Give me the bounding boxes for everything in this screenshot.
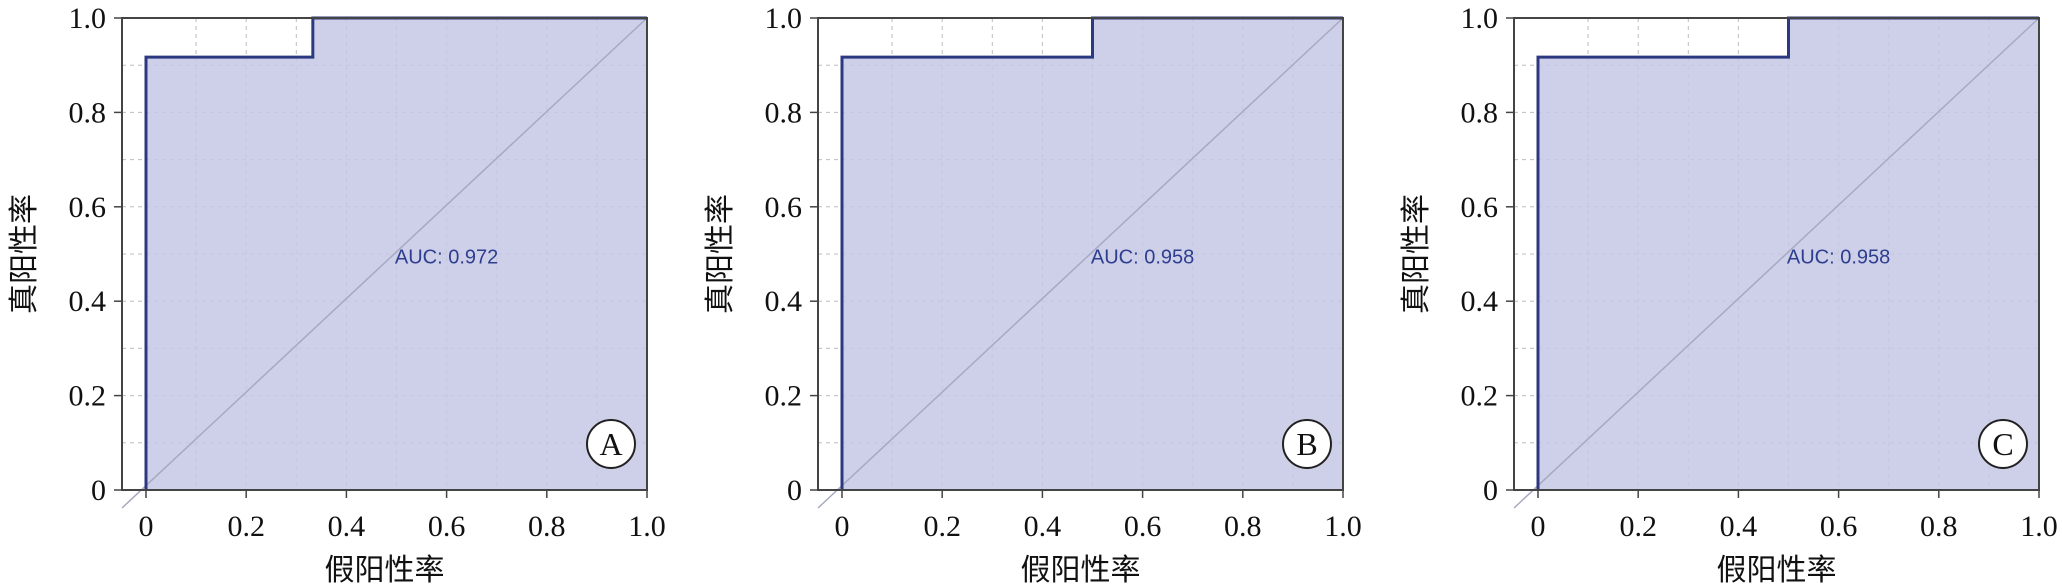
x-tick-label: 0.6: [428, 510, 466, 543]
y-axis-title: 真阳性率: [703, 194, 738, 314]
x-tick-label: 0.4: [1024, 510, 1062, 543]
x-tick-label: 0.6: [1124, 510, 1162, 543]
x-tick-label: 0.4: [1720, 510, 1758, 543]
auc-area: [1538, 18, 2039, 490]
y-tick-label: 0.2: [1461, 380, 1499, 413]
panel-letter-circle: [1978, 419, 2028, 469]
y-tick-label: 0.2: [69, 380, 107, 413]
y-tick-label: 0.6: [765, 191, 803, 224]
plot-frame: [817, 17, 1344, 491]
y-tick-label: 0.4: [765, 285, 803, 318]
y-tick-label: 0.4: [1461, 285, 1499, 318]
panel-letter-circle: [586, 419, 636, 469]
x-tick-label: 0.6: [1820, 510, 1858, 543]
y-tick-label: 1.0: [69, 2, 107, 35]
y-tick-label: 0.2: [765, 380, 803, 413]
x-tick-label: 1.0: [1324, 510, 1362, 543]
panel-letter-circle: [1282, 419, 1332, 469]
x-tick-label: 0: [139, 510, 154, 543]
x-tick-label: 0: [1531, 510, 1546, 543]
panel-letter: B: [1296, 426, 1317, 462]
x-tick-label: 1.0: [628, 510, 666, 543]
auc-label: AUC: 0.958: [1787, 246, 1890, 268]
y-tick-label: 0: [1483, 474, 1498, 507]
auc-label: AUC: 0.972: [395, 246, 498, 268]
y-tick-label: 0: [787, 474, 802, 507]
x-tick-label: 0.4: [328, 510, 366, 543]
x-tick-label: 0.8: [1920, 510, 1958, 543]
roc-panel-a: 0 0.2 0.4 0.6 0.8 1.0 0 0.2 0.4 0.6 0.8 1.0 假阳性率 真阳性率…: [7, 2, 666, 587]
x-axis-title: 假阳性率: [1717, 553, 1837, 587]
y-tick-label: 0: [91, 474, 106, 507]
x-tick-label: 0.8: [1224, 510, 1262, 543]
y-tick-label: 0.4: [69, 285, 107, 318]
plot-frame: [121, 17, 648, 491]
x-tick-label: 0.8: [528, 510, 566, 543]
x-tick-label: 0.2: [923, 510, 961, 543]
auc-area: [842, 18, 1343, 490]
panel-letter: C: [1992, 426, 2013, 462]
y-tick-label: 1.0: [765, 2, 803, 35]
roc-panel-c: 0 0.2 0.4 0.6 0.8 1.0 0 0.2 0.4 0.6 0.8 1.0 假阳性率 真阳性率…: [1399, 2, 2058, 587]
y-tick-label: 0.8: [69, 96, 107, 129]
x-axis-title: 假阳性率: [325, 553, 445, 587]
y-tick-label: 0.8: [765, 96, 803, 129]
x-tick-label: 1.0: [2020, 510, 2058, 543]
y-tick-label: 0.6: [69, 191, 107, 224]
chance-diagonal: [817, 17, 1344, 509]
plot-frame: [1513, 17, 2040, 491]
chance-diagonal: [121, 17, 648, 509]
x-axis-title: 假阳性率: [1021, 553, 1141, 587]
y-tick-label: 0.8: [1461, 96, 1499, 129]
auc-label: AUC: 0.958: [1091, 246, 1194, 268]
y-tick-label: 0.6: [1461, 191, 1499, 224]
x-tick-label: 0.2: [1619, 510, 1657, 543]
y-axis-title: 真阳性率: [1399, 194, 1434, 314]
panel-letter: A: [599, 426, 622, 462]
x-tick-label: 0.2: [227, 510, 265, 543]
y-tick-label: 1.0: [1461, 2, 1499, 35]
chance-diagonal: [1513, 17, 2040, 509]
y-axis-title: 真阳性率: [7, 194, 42, 314]
auc-area: [146, 18, 647, 490]
roc-panel-b: 0 0.2 0.4 0.6 0.8 1.0 0 0.2 0.4 0.6 0.8 1.0 假阳性率 真阳性率…: [703, 2, 1362, 587]
x-tick-label: 0: [835, 510, 850, 543]
